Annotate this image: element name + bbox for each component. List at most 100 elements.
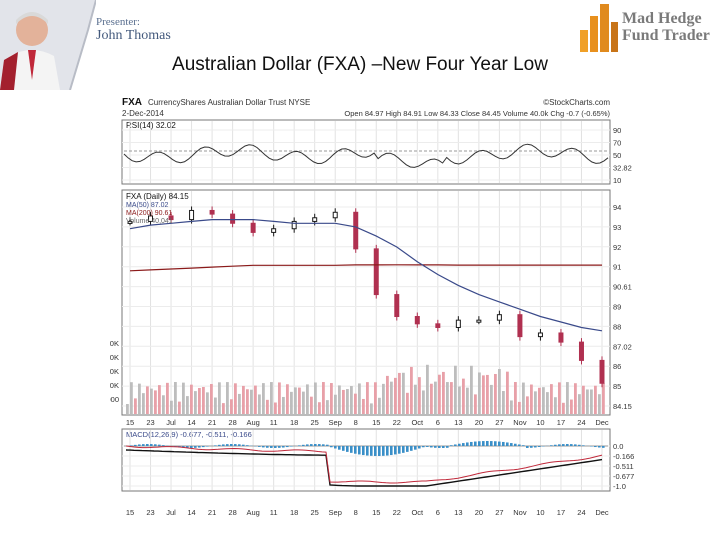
volume-bar [350,386,353,414]
volume-bar [226,382,229,414]
price-candle [578,341,584,361]
macd-bar [186,446,189,448]
macd-bar [218,444,221,446]
volume-bar [302,391,305,414]
macd-bar [558,444,561,446]
presenter-badge: Presenter: John Thomas [0,0,200,91]
macd-bar [202,446,205,448]
price-candle [476,319,482,323]
price-candle [148,215,154,222]
macd-bar [306,444,309,446]
macd-bar [534,446,537,448]
volume-bar [578,394,581,414]
x-axis-label-mid: 21 [208,418,216,427]
macd-bar [242,444,245,446]
volume-bar [382,383,385,414]
macd-bar [262,446,265,448]
macd-bar [338,446,341,450]
chart-ohlc: Open 84.97 High 84.91 Low 84.33 Close 84… [344,109,610,118]
price-candle [373,248,379,296]
x-axis-label-mid: 17 [557,418,565,427]
x-axis-label-bottom: 8 [354,508,358,517]
volume-bar [342,389,345,414]
volume-bar [182,382,185,414]
macd-bar [158,444,161,446]
volume-bar [446,382,449,414]
price-candle [332,211,338,219]
legend-entry: MA(50) 87.02 [126,202,169,209]
x-axis-label-mid: Aug [246,418,259,427]
x-axis-label-bottom: 17 [557,508,565,517]
x-axis-label-mid: Sep [329,418,342,427]
price-candle [127,220,133,224]
presenter-name: John Thomas [96,28,171,43]
rsi-tick: 10 [613,176,621,185]
volume-bar [374,382,377,414]
x-axis-label-bottom: 21 [208,508,216,517]
volume-bar [594,385,597,414]
macd-bar [322,444,325,446]
macd-bar [466,442,469,446]
volume-bar [354,393,357,414]
volume-bar [498,369,501,414]
volume-bar [518,401,521,414]
volume-bar [134,398,137,414]
macd-tick: 0.0 [613,442,623,451]
volume-tick: 200K [110,353,119,362]
x-axis-label-bottom: Oct [411,508,424,517]
macd-bar [458,443,461,446]
rsi-label: RSI(14) 32.02 [126,121,176,130]
volume-bar [306,384,309,414]
volume-bar [266,399,269,414]
macd-bar [538,446,541,447]
macd-bar [518,444,521,446]
volume-bar [162,395,165,414]
macd-bar [334,446,337,449]
macd-bar [326,444,329,446]
volume-bar [598,394,601,414]
volume-bar [202,386,205,414]
volume-bar [250,389,253,414]
volume-bar [378,397,381,414]
macd-bar [582,445,585,446]
macd-bar [226,444,229,446]
macd-bar [414,446,417,450]
volume-bar [562,402,565,414]
bar-chart-icon [580,4,618,52]
macd-bar [394,446,397,455]
macd-bar [206,446,209,447]
macd-bar [270,446,273,448]
volume-bar [522,382,525,414]
legend-entry: FXA (Daily) 84.15 [126,192,189,201]
macd-bar [578,444,581,446]
volume-bar [566,382,569,414]
volume-bar [158,385,161,414]
volume-bar [230,399,233,414]
macd-bar [406,446,409,452]
volume-bar [334,394,337,414]
macd-bar [462,443,465,446]
volume-bar [326,400,329,414]
macd-bar [154,444,157,446]
price-tick: 86 [613,362,621,371]
macd-bar [506,442,509,446]
x-axis-label-mid: Jul [166,418,176,427]
volume-bar [206,392,209,414]
macd-bar [502,441,505,446]
macd-bar [486,441,489,446]
signal-line [125,445,603,484]
volume-bar [410,366,413,414]
macd-bar [146,444,149,446]
price-tick: 87.02 [613,342,632,351]
volume-bar [338,385,341,414]
rsi-panel [121,119,611,185]
volume-tick: 250K [110,339,119,348]
macd-bar [418,446,421,449]
volume-bar [550,384,553,414]
x-axis-label-bottom: 14 [187,508,195,517]
price-candle [394,294,400,318]
price-tick: 92 [613,243,621,252]
x-axis-label-bottom: 23 [146,508,154,517]
x-axis-label-mid: 18 [290,418,298,427]
